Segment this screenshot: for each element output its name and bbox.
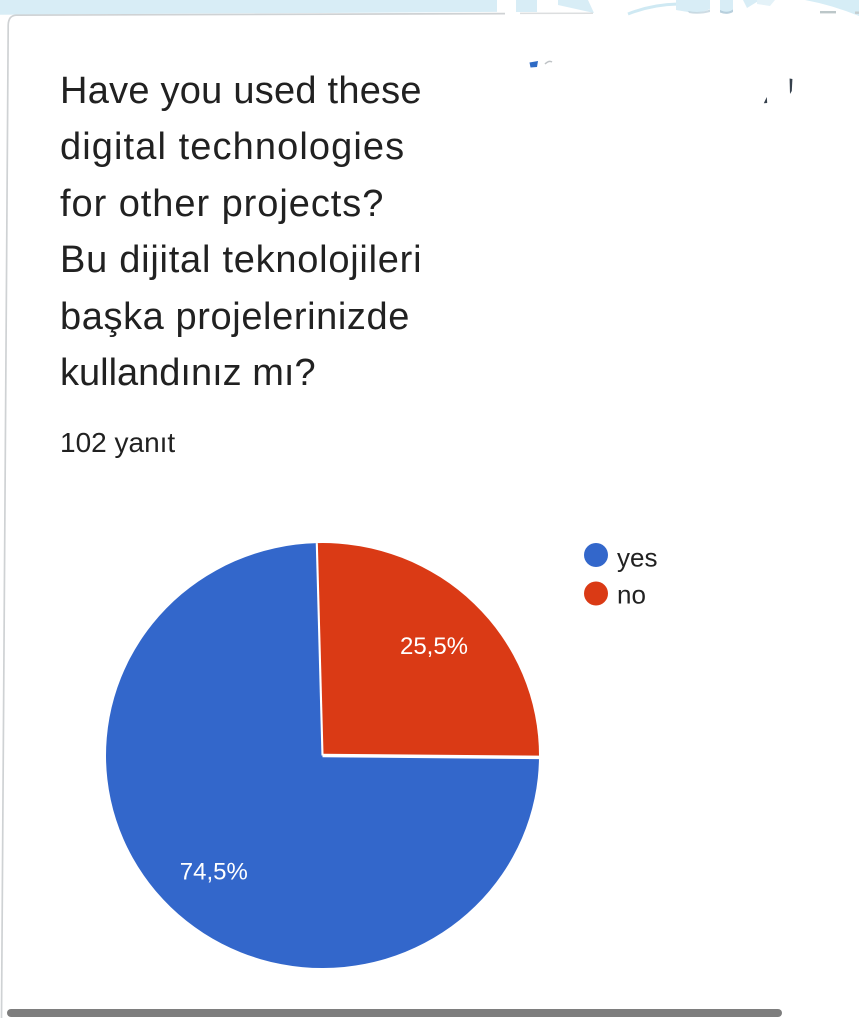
svg-text:no: no [617,580,646,610]
svg-text:yes: yes [617,542,657,572]
svg-text:25,5%: 25,5% [400,633,468,660]
svg-text:74,5%: 74,5% [180,859,248,886]
